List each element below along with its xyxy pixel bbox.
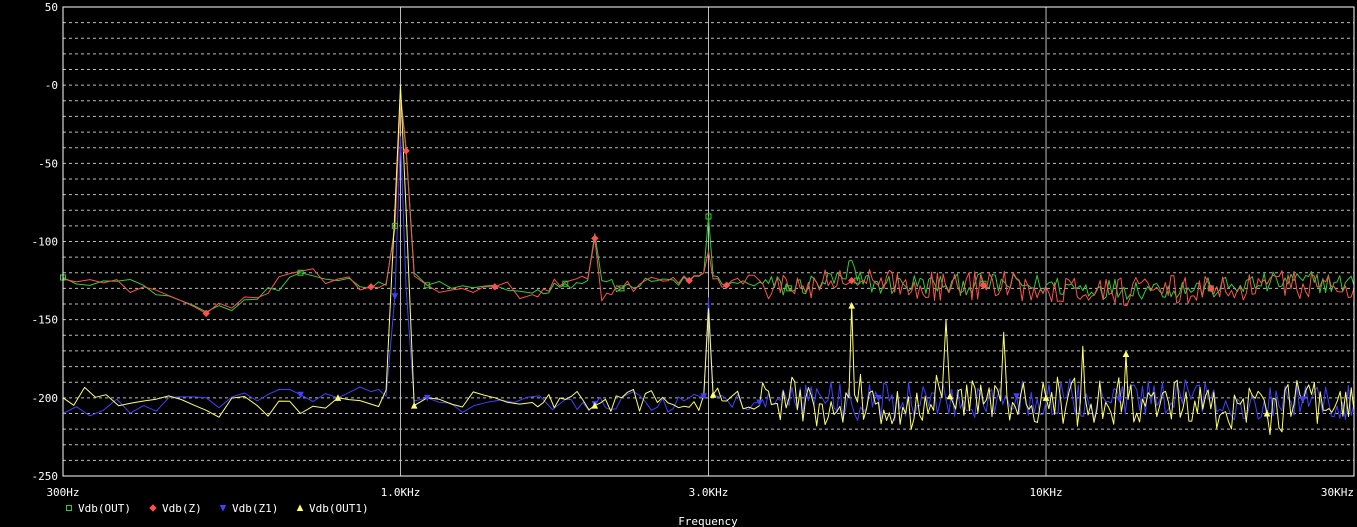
trace-marker bbox=[391, 293, 399, 300]
trace-marker bbox=[722, 281, 731, 289]
trace-marker bbox=[591, 234, 599, 243]
trace-marker bbox=[875, 394, 882, 402]
x-tick-label: 1.0KHz bbox=[381, 486, 421, 499]
legend-item: Vdb(Z) bbox=[149, 502, 202, 515]
trace-marker bbox=[334, 394, 342, 401]
trace-marker bbox=[591, 402, 599, 409]
legend-item: Vdb(OUT) bbox=[66, 502, 131, 515]
trace-marker bbox=[297, 269, 304, 276]
trace-marker bbox=[700, 393, 708, 400]
trace-marker bbox=[847, 276, 856, 285]
trace-marker bbox=[297, 391, 304, 399]
legend-marker-icon bbox=[219, 505, 227, 512]
y-tick-label: 50 bbox=[45, 1, 58, 14]
trace-marker bbox=[979, 281, 988, 289]
x-axis-tick-labels: 300Hz 1.0KHz 3.0KHz 10KHz 30KHz bbox=[46, 486, 1354, 499]
legend-label: Vdb(Z) bbox=[162, 502, 202, 515]
y-tick-label: -0 bbox=[45, 79, 58, 92]
trace-markers bbox=[60, 147, 1307, 417]
legend-item: Vdb(Z1) bbox=[219, 502, 278, 515]
trace-marker bbox=[402, 147, 410, 155]
x-tick-label: 30KHz bbox=[1321, 486, 1354, 499]
legend-label: Vdb(OUT1) bbox=[309, 502, 369, 515]
y-tick-label: -250 bbox=[32, 470, 59, 483]
legend: Vdb(OUT) Vdb(Z) Vdb(Z1) Vdb(OUT1) bbox=[66, 502, 369, 515]
y-axis-tick-labels: 50 -0 -50 -100 -150 -200 -250 bbox=[32, 1, 59, 483]
trace-marker bbox=[1263, 409, 1271, 417]
trace-marker bbox=[410, 402, 418, 409]
trace-marker bbox=[1299, 396, 1307, 404]
trace-marker bbox=[423, 394, 431, 402]
y-tick-label: -100 bbox=[32, 236, 59, 249]
trace-marker bbox=[756, 399, 763, 407]
trace-marker bbox=[946, 392, 954, 400]
trace-marker bbox=[1042, 394, 1050, 401]
trace-marker bbox=[424, 282, 431, 289]
trace-marker bbox=[491, 283, 499, 291]
legend-marker-icon bbox=[149, 504, 157, 512]
trace-marker bbox=[562, 280, 569, 287]
y-tick-label: -50 bbox=[38, 157, 58, 170]
y-tick-label: -150 bbox=[32, 314, 59, 327]
legend-marker-icon bbox=[66, 505, 72, 511]
trace-marker bbox=[705, 213, 712, 220]
trace-vdb-out1 bbox=[62, 84, 1355, 436]
trace-marker bbox=[618, 285, 625, 292]
legend-item: Vdb(OUT1) bbox=[296, 502, 369, 515]
x-axis-label: Frequency bbox=[678, 515, 738, 527]
trace-marker bbox=[1122, 350, 1130, 358]
trace-marker bbox=[685, 276, 693, 285]
y-tick-label: -200 bbox=[32, 392, 59, 405]
trace-marker bbox=[1207, 284, 1215, 293]
trace-vdb-z bbox=[62, 97, 1355, 314]
x-tick-label: 300Hz bbox=[46, 486, 79, 499]
trace-marker bbox=[1013, 393, 1020, 400]
x-tick-label: 3.0KHz bbox=[689, 486, 729, 499]
trace-vdb-out bbox=[62, 94, 1355, 313]
legend-label: Vdb(Z1) bbox=[232, 502, 278, 515]
x-tick-label: 10KHz bbox=[1029, 486, 1062, 499]
trace-marker bbox=[786, 285, 793, 292]
trace-marker bbox=[391, 222, 398, 229]
trace-marker bbox=[202, 309, 210, 318]
trace-marker bbox=[709, 391, 717, 398]
legend-label: Vdb(OUT) bbox=[78, 502, 131, 515]
plot-frame bbox=[62, 6, 1355, 477]
trace-marker bbox=[848, 301, 856, 309]
trace-marker bbox=[367, 283, 375, 291]
trace-marker bbox=[1116, 396, 1123, 404]
legend-marker-icon bbox=[296, 504, 304, 511]
